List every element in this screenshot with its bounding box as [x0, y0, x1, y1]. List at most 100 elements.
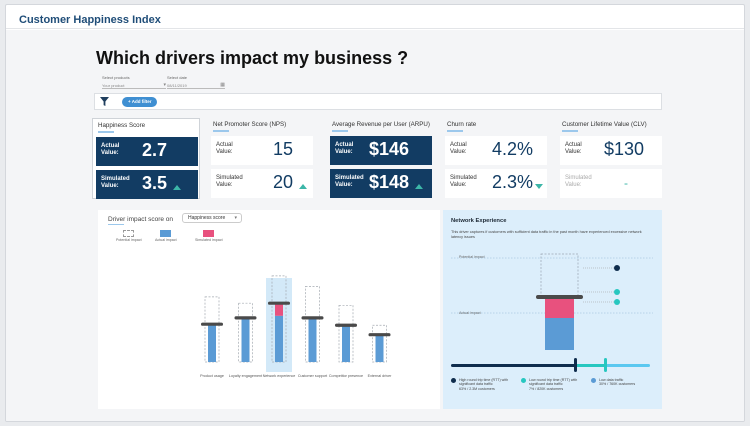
category-label-product-usage: Product usage — [200, 374, 224, 378]
actual-label: Actual Value: — [335, 142, 354, 155]
app-header: Customer Happiness Index — [6, 5, 744, 29]
kpi-nps[interactable]: Net Promoter Score (NPS) Actual Value: 1… — [208, 118, 316, 199]
legend-simulated: Simulated impact — [195, 230, 223, 242]
kpi-happiness-score[interactable]: Happiness Score Actual Value: 2.7 Simula… — [92, 118, 200, 199]
simulated-label: Simulated Value: — [450, 175, 477, 188]
simulated-label: Simulated Value: — [335, 175, 364, 188]
kpi-title: Customer Lifetime Value (CLV) — [562, 121, 647, 128]
potential-bar-product-usage — [204, 296, 220, 363]
trend-up-icon — [415, 184, 424, 189]
actual-value: $146 — [369, 139, 410, 159]
category-label-external-driver: External driver — [367, 374, 392, 378]
segment-dot-low-traffic[interactable] — [614, 299, 620, 305]
app-title: Customer Happiness Index — [19, 14, 161, 26]
potential-impact-label: Potential impact — [459, 255, 485, 259]
potential-impact-box — [540, 253, 579, 299]
legend-actual: Actual impact — [155, 230, 177, 242]
trend-up-icon — [299, 184, 308, 189]
legend-potential: Potential impact — [116, 230, 142, 242]
network-experience-panel: Network Experience This driver captures … — [443, 210, 662, 409]
segment-legend-low-rtt: Low round trip time (RTT) with significa… — [521, 378, 591, 391]
add-filter-label: Add filter — [131, 99, 152, 104]
simulated-value: 20 — [273, 172, 308, 193]
title-underline — [332, 130, 348, 132]
simulated-value-box: Simulated Value: 2.3% — [445, 169, 547, 198]
title-underline — [98, 131, 114, 133]
actual-bar-external-driver — [375, 334, 384, 362]
kpi-title: Churn rate — [447, 121, 477, 128]
driver-impact-panel: Driver impact score on Happiness score ▾ … — [98, 210, 440, 409]
select-date-label: Select date — [167, 75, 188, 80]
impact-marker-network-experience — [268, 301, 290, 305]
kpi-arpu[interactable]: Average Revenue per User (ARPU) Actual V… — [327, 118, 435, 199]
filter-icon[interactable] — [100, 97, 109, 106]
select-date[interactable]: Select date 08/11/2019 ▦ — [167, 75, 225, 89]
simulated-label: Simulated Value: — [101, 176, 130, 189]
chevron-down-icon: ▾ — [163, 82, 166, 88]
legend-dot — [451, 378, 456, 383]
actual-label: Actual Value: — [101, 143, 120, 156]
potential-bar-customer-support — [305, 286, 320, 363]
metric-dropdown-value: Happiness score — [188, 215, 226, 221]
app-window: Customer Happiness Index Which drivers i… — [5, 4, 745, 422]
actual-bar-competitor-presence — [342, 325, 350, 362]
select-date-value: 08/11/2019 — [167, 83, 187, 88]
trend-down-icon — [535, 184, 544, 189]
kpi-title: Average Revenue per User (ARPU) — [332, 121, 430, 128]
chevron-down-icon: ▾ — [234, 215, 237, 221]
driver-impact-label: Driver impact score on — [108, 216, 174, 223]
impact-marker-competitor-presence — [335, 323, 357, 327]
slider-track-high-rtt — [451, 364, 576, 367]
title-underline — [213, 130, 229, 132]
simulated-label: Simulated Value: — [565, 175, 592, 188]
actual-value-box: Actual Value: $146 — [330, 136, 432, 165]
actual-label: Actual Value: — [565, 142, 582, 155]
calendar-icon: ▦ — [220, 82, 225, 88]
impact-marker-external-driver — [368, 333, 391, 337]
potential-bar-loyalty-engagement — [238, 302, 253, 363]
actual-bar-customer-support — [308, 317, 317, 362]
legend-dot — [521, 378, 526, 383]
filter-bar: + Add filter — [94, 93, 662, 110]
simulated-value-box: Simulated Value: $148 — [330, 169, 432, 198]
category-label-network-experience: Network experience — [262, 374, 296, 378]
category-label-customer-support: Customer support — [297, 374, 328, 378]
title-underline — [562, 130, 578, 132]
impact-marker-product-usage — [201, 322, 223, 326]
driver-impact-chart — [201, 275, 391, 372]
actual-bar-product-usage — [208, 324, 216, 362]
metric-dropdown[interactable]: Happiness score ▾ — [182, 213, 242, 223]
simulated-value-box: Simulated Value: 3.5 — [96, 170, 198, 199]
kpi-clv[interactable]: Customer Lifetime Value (CLV) Actual Val… — [557, 118, 669, 199]
page-title: Which drivers impact my business ? — [96, 48, 409, 68]
category-label-competitor-presence: Competitor presence — [328, 374, 364, 378]
select-products[interactable]: Select products Your product ▾ — [102, 75, 166, 89]
kpi-churn-rate[interactable]: Churn rate Actual Value: 4.2% Simulated … — [442, 118, 550, 199]
slider-handle-2[interactable] — [604, 358, 607, 372]
segment-dot-high-rtt[interactable] — [614, 265, 620, 271]
segment-legend-high-rtt: High round trip time (RTT) with signific… — [451, 378, 521, 391]
category-label-loyalty-engagement: Loyalty engagement — [228, 374, 263, 378]
simulated-bar-network-experience — [275, 303, 283, 316]
actual-value-box: Actual Value: 4.2% — [445, 136, 547, 165]
segment-dot-low-rtt[interactable] — [614, 289, 620, 295]
actual-impact-bar — [545, 318, 574, 350]
simulated-value: $148 — [369, 172, 424, 193]
impact-marker — [536, 295, 583, 299]
network-title: Network Experience — [451, 218, 507, 224]
network-description: This driver captures if customers with s… — [451, 230, 642, 239]
select-products-value: Your product — [102, 83, 125, 88]
slider-track-low-traffic — [606, 364, 650, 367]
actual-value-box: Actual Value: $130 — [560, 136, 662, 165]
simulated-value: - — [624, 176, 628, 190]
add-filter-button[interactable]: + Add filter — [122, 97, 158, 107]
segment-legend-low-traffic: Low data traffic 30% / 760K customers — [591, 378, 661, 387]
actual-value-box: Actual Value: 2.7 — [96, 137, 198, 166]
kpi-title: Happiness Score — [98, 122, 146, 129]
legend-dot — [591, 378, 596, 383]
title-underline — [447, 130, 463, 132]
slider-track-low-rtt — [576, 364, 606, 367]
slider-handle-1[interactable] — [574, 358, 577, 372]
impact-marker-loyalty-engagement — [234, 316, 257, 320]
simulated-value: 3.5 — [142, 173, 182, 194]
